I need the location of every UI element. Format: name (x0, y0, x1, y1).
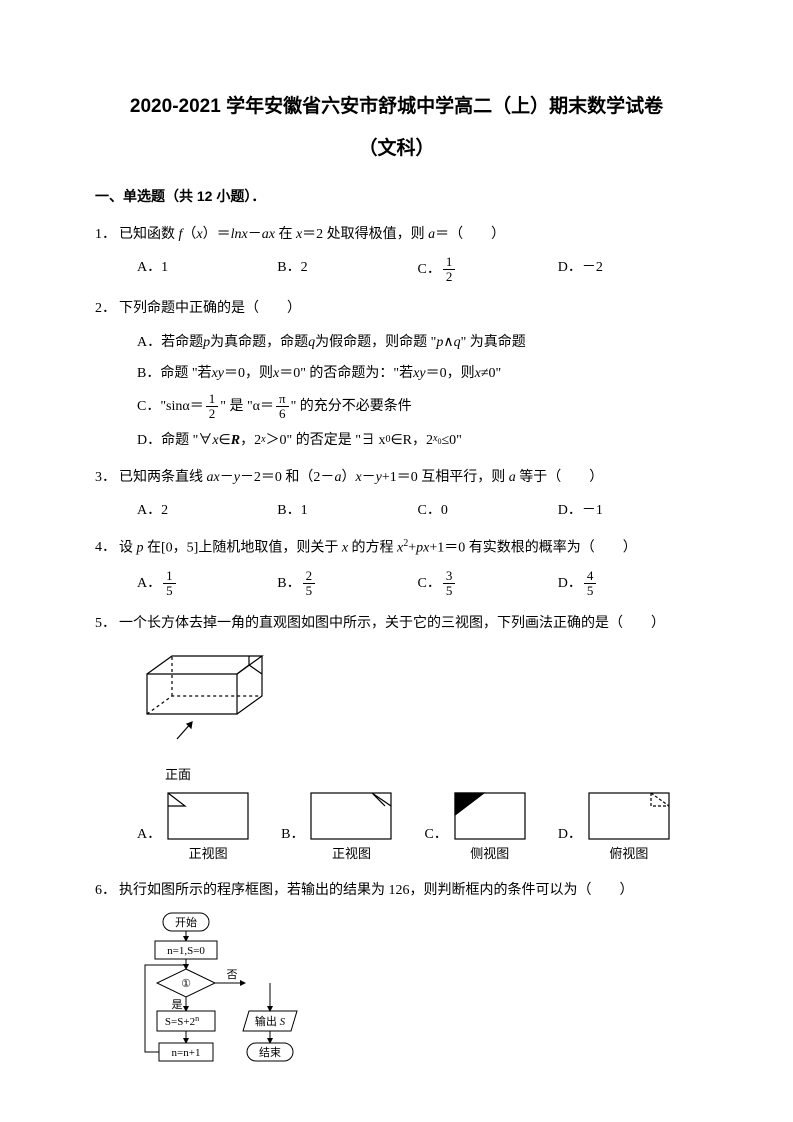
q5-optC: C． 侧视图 (424, 792, 525, 865)
q3-options: A．2 B．1 C．0 D．－1 (119, 498, 698, 523)
question-1: 1． 已知函数 f（x）＝lnx－ax 在 x＝2 处取得极值，则 a＝（ ） … (95, 222, 698, 285)
svg-text:结束: 结束 (259, 1046, 281, 1059)
q6-stem: 执行如图所示的程序框图，若输出的结果为 126，则判断框内的条件可以为（ ） (119, 878, 698, 903)
q5-optA: A． 正视图 (137, 792, 249, 865)
q2-number: 2． (95, 296, 116, 321)
svg-text:n=n+1: n=n+1 (172, 1047, 201, 1059)
q4-optD: D．45 (558, 569, 698, 599)
cuboid-svg (137, 644, 272, 754)
question-3: 3． 已知两条直线 ax－y－2＝0 和（2－a）x－y+1＝0 互相平行，则 … (95, 465, 698, 523)
q4-number: 4． (95, 535, 116, 560)
svg-text:开始: 开始 (175, 915, 197, 929)
q2-optA: A．若命题 p 为真命题，命题 q 为假命题，则命题 "p∧q" 为真命题 (137, 330, 698, 355)
q1-number: 1． (95, 222, 116, 247)
q4-optB: B．25 (277, 569, 417, 599)
svg-text:n=1,S=0: n=1,S=0 (167, 945, 205, 957)
q2-stem: 下列命题中正确的是（ ） (119, 296, 698, 321)
q5-number: 5． (95, 611, 116, 636)
q3-stem: 已知两条直线 ax－y－2＝0 和（2－a）x－y+1＝0 互相平行，则 a 等… (119, 465, 698, 490)
q5-viewA-svg (167, 792, 249, 840)
q1-optC: C．12 (418, 255, 558, 285)
q4-optA: A．15 (137, 569, 277, 599)
q5-viewC-svg (454, 792, 526, 840)
q2-optB: B．命题 "若 xy＝0，则 x＝0" 的否命题为："若 xy＝0，则 x≠0" (137, 361, 698, 386)
flowchart-svg: 开始 n=1,S=0 ① 是 否 S=S+2n n=n+1 (137, 911, 327, 1091)
q5-front-label: 正面 (165, 763, 698, 786)
q3-number: 3． (95, 465, 116, 490)
q4-stem: 设 p 在[0，5]上随机地取值，则关于 x 的方程 x2+px+1＝0 有实数… (119, 535, 698, 561)
q6-number: 6． (95, 878, 116, 903)
q3-optA: A．2 (137, 498, 277, 523)
q1-optB: B．2 (277, 255, 417, 285)
svg-text:输出 S: 输出 S (255, 1014, 286, 1028)
q3-optB: B．1 (277, 498, 417, 523)
q5-cuboid-figure: 正面 (119, 644, 698, 787)
title-main: 2020-2021 学年安徽省六安市舒城中学高二（上）期末数学试卷 (95, 90, 698, 124)
svg-text:是: 是 (172, 998, 183, 1011)
svg-text:①: ① (181, 978, 191, 990)
q5-optD: D． 俯视图 (558, 792, 670, 865)
question-2: 2． 下列命题中正确的是（ ） A．若命题 p 为真命题，命题 q 为假命题，则… (95, 296, 698, 452)
q5-viewB-svg (310, 792, 392, 840)
q2-optC: C．"sinα＝12" 是 "α＝π6" 的充分不必要条件 (137, 392, 698, 422)
q3-optD: D．－1 (558, 498, 698, 523)
section-header: 一、单选题（共 12 小题）． (95, 184, 698, 209)
q6-flowchart: 开始 n=1,S=0 ① 是 否 S=S+2n n=n+1 (137, 911, 698, 1100)
q2-optD: D．命题 "∀x∈R，2x＞0" 的否定是 "∃ x0∈R，2x0≤0" (137, 428, 698, 453)
q5-options: A． 正视图 B． 正视图 C． 侧视图 D． 俯视图 (119, 792, 698, 865)
q1-optD: D．－2 (558, 255, 698, 285)
svg-text:否: 否 (227, 969, 238, 981)
svg-text:S=S+2n: S=S+2n (165, 1014, 199, 1028)
question-6: 6． 执行如图所示的程序框图，若输出的结果为 126，则判断框内的条件可以为（ … (95, 878, 698, 1100)
q4-optC: C．35 (418, 569, 558, 599)
q5-viewD-svg (588, 792, 670, 840)
q1-optA: A．1 (137, 255, 277, 285)
q5-optB: B． 正视图 (281, 792, 392, 865)
question-5: 5． 一个长方体去掉一角的直观图如图中所示，关于它的三视图，下列画法正确的是（ … (95, 611, 698, 866)
q1-stem: 已知函数 f（x）＝lnx－ax 在 x＝2 处取得极值，则 a＝（ ） (119, 222, 698, 247)
q3-optC: C．0 (418, 498, 558, 523)
q2-options: A．若命题 p 为真命题，命题 q 为假命题，则命题 "p∧q" 为真命题 B．… (119, 330, 698, 453)
question-4: 4． 设 p 在[0，5]上随机地取值，则关于 x 的方程 x2+px+1＝0 … (95, 535, 698, 598)
q5-stem: 一个长方体去掉一角的直观图如图中所示，关于它的三视图，下列画法正确的是（ ） (119, 611, 698, 636)
q4-options: A．15 B．25 C．35 D．45 (119, 569, 698, 599)
title-sub: （文科） (95, 132, 698, 166)
q1-options: A．1 B．2 C．12 D．－2 (119, 255, 698, 285)
